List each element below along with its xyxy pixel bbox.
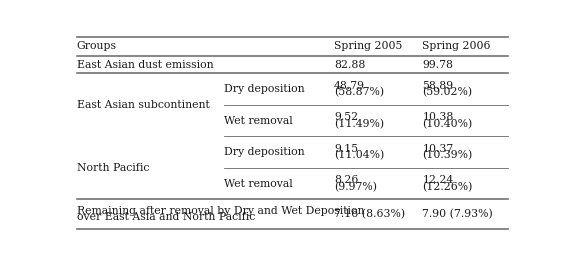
Text: Spring 2005: Spring 2005 bbox=[334, 41, 402, 51]
Text: North Pacific: North Pacific bbox=[76, 163, 149, 173]
Text: 9.15: 9.15 bbox=[334, 144, 358, 154]
Text: Dry deposition: Dry deposition bbox=[223, 84, 304, 94]
Text: (12.26%): (12.26%) bbox=[422, 182, 473, 192]
Text: 48.79: 48.79 bbox=[334, 81, 365, 91]
Text: (11.04%): (11.04%) bbox=[334, 150, 384, 161]
Text: East Asian subcontinent: East Asian subcontinent bbox=[76, 100, 209, 110]
Text: (9.97%): (9.97%) bbox=[334, 182, 377, 192]
Text: over East Asia and North Pacific: over East Asia and North Pacific bbox=[76, 212, 255, 222]
Text: 12.24: 12.24 bbox=[422, 175, 454, 185]
Text: Groups: Groups bbox=[76, 41, 116, 51]
Text: 8.26: 8.26 bbox=[334, 175, 359, 185]
Text: 82.88: 82.88 bbox=[334, 60, 365, 70]
Text: East Asian dust emission: East Asian dust emission bbox=[76, 60, 213, 70]
Text: Spring 2006: Spring 2006 bbox=[422, 41, 491, 51]
Text: 10.37: 10.37 bbox=[422, 144, 454, 154]
Text: 10.38: 10.38 bbox=[422, 112, 454, 122]
Text: Dry deposition: Dry deposition bbox=[223, 147, 304, 157]
Text: (58.87%): (58.87%) bbox=[334, 87, 384, 98]
Text: (10.39%): (10.39%) bbox=[422, 150, 473, 161]
Text: (11.49%): (11.49%) bbox=[334, 119, 384, 129]
Text: 7.90 (7.93%): 7.90 (7.93%) bbox=[422, 209, 493, 219]
Text: Remaining after removal by Dry and Wet Deposition: Remaining after removal by Dry and Wet D… bbox=[76, 206, 364, 216]
Text: 99.78: 99.78 bbox=[422, 60, 454, 70]
Text: 58.89: 58.89 bbox=[422, 81, 454, 91]
Text: 9.52: 9.52 bbox=[334, 112, 358, 122]
Text: (59.02%): (59.02%) bbox=[422, 87, 473, 98]
Text: Wet removal: Wet removal bbox=[223, 116, 292, 126]
Text: (10.40%): (10.40%) bbox=[422, 119, 473, 129]
Text: Wet removal: Wet removal bbox=[223, 179, 292, 189]
Text: 7.16 (8.63%): 7.16 (8.63%) bbox=[334, 209, 405, 219]
